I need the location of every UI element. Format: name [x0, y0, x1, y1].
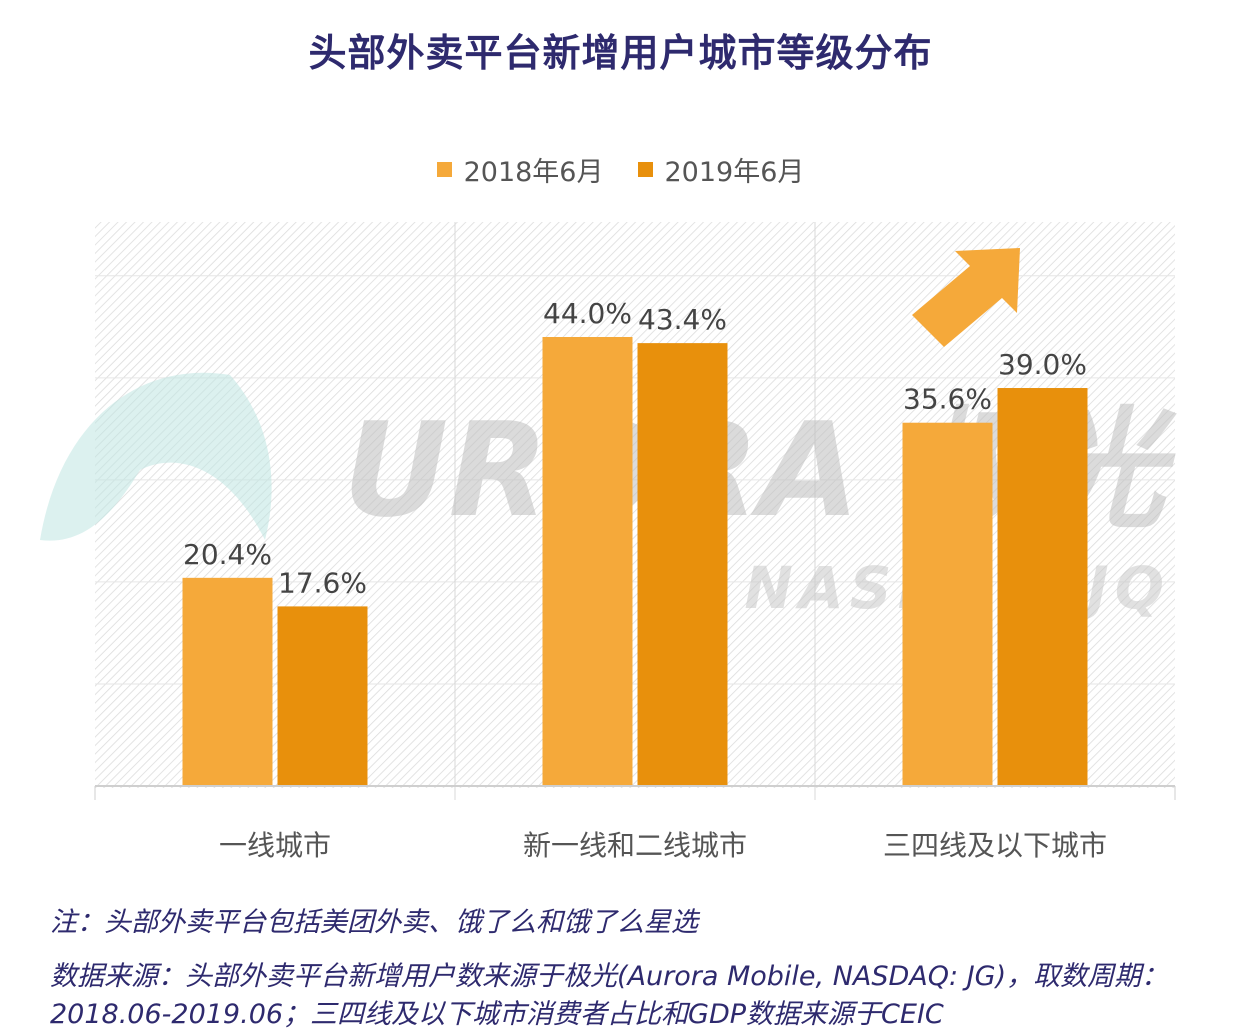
legend-swatch-2019	[637, 162, 653, 177]
bar-2018	[182, 577, 273, 786]
plot-background	[95, 222, 1175, 788]
x-tick-label: 三四线及以下城市	[883, 829, 1107, 862]
legend-label-2019: 2019年6月	[664, 157, 805, 188]
data-label: 20.4%	[183, 538, 272, 571]
x-tick-label: 新一线和二线城市	[523, 829, 747, 862]
bar-2018	[542, 337, 633, 786]
data-labels: 20.4%17.6% 44.0% 43.4% 35.6%39.0%	[183, 297, 1087, 599]
data-source-note: 数据来源：头部外卖平台新增用户数来源于极光(Aurora Mobile, NAS…	[50, 961, 1169, 1030]
bar-2019	[997, 388, 1088, 786]
data-label: 39.0%	[998, 348, 1087, 381]
footnote: 注：头部外卖平台包括美团外卖、饿了么和饿了么星选	[50, 907, 698, 938]
bar-2019	[277, 606, 368, 786]
legend-item-2018: 2018年6月	[436, 150, 604, 189]
data-label: 17.6%	[278, 566, 367, 599]
legend-item-2019: 2019年6月	[637, 150, 805, 189]
legend: 2018年6月 2019年6月	[0, 150, 1241, 189]
data-label: 35.6%	[903, 383, 992, 416]
data-label: 43.4%	[638, 303, 727, 336]
data-label: 44.0%	[543, 297, 632, 330]
chart-title: 头部外卖平台新增用户城市等级分布	[308, 31, 933, 75]
x-tick-label: 一线城市	[219, 829, 331, 862]
watermark-logo-icon	[40, 372, 272, 541]
legend-swatch-2018	[436, 162, 452, 177]
bar-2019	[637, 343, 728, 786]
bar-chart: URORA 极光 NASDAQ:JQ 20.4%17.6%44.0%43.4%3…	[40, 222, 1177, 862]
bars	[182, 337, 1088, 786]
bar-2018	[902, 422, 993, 786]
up-arrow-icon	[912, 248, 1020, 347]
legend-label-2018: 2018年6月	[463, 157, 604, 188]
x-axis: 一线城市 新一线和二线城市 三四线及以下城市	[94, 785, 1176, 862]
